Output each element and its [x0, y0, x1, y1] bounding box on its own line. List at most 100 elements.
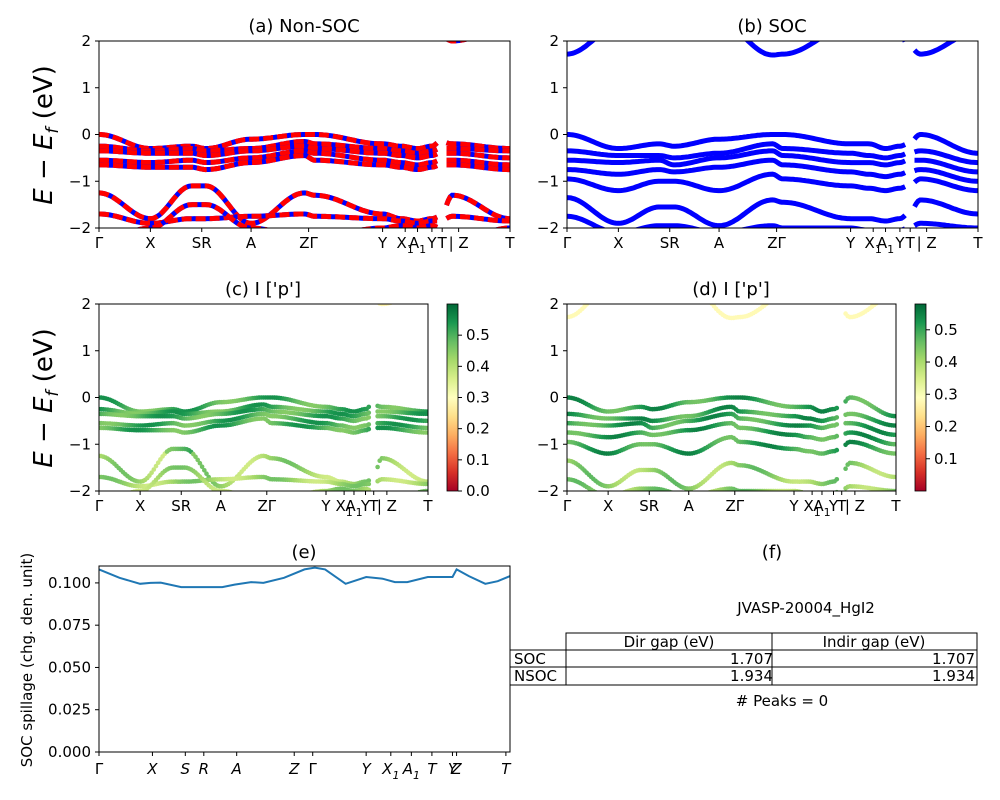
panel-c-ytick-label: −1 [69, 435, 91, 453]
d-pt-0-11 [589, 298, 594, 303]
panel-a-ytick-label: −2 [69, 219, 91, 237]
panel-b-ytick-label: 2 [549, 32, 559, 50]
panel-a-xtick-label: | Z [449, 234, 469, 252]
d-pt-6-127 [843, 466, 848, 472]
panel-c-xtick-label: | Z [377, 497, 397, 515]
table-row1-indir: 1.707 [932, 650, 975, 668]
table-row1-label: SOC [514, 650, 546, 668]
c-pt-8-143 [410, 492, 415, 497]
panel-b-ytick-label: 1 [549, 79, 559, 97]
panel-d-xtick-label: T [836, 497, 847, 515]
panel-e-spillage [98, 566, 511, 589]
panel-e-frame [98, 565, 511, 753]
panel-b-xtick-label: Γ [563, 234, 572, 252]
d-pt-7-60 [696, 493, 701, 498]
panel-e-xtick-label: Y [362, 760, 373, 778]
c-pt-2-123 [366, 410, 372, 416]
nonsoc-band-red-8 [135, 202, 510, 228]
colorbar-c-tick-label: 0.4 [466, 357, 490, 375]
panel-d-xtick-label: Y [828, 497, 839, 515]
panel-e-xtick-label: T [501, 760, 512, 778]
panel-b-ytick-label: −1 [537, 172, 559, 190]
d-pt-4-150 [893, 442, 896, 447]
panel-e-xtick-label: Y [448, 760, 459, 778]
panel-b-xtick-label: T [905, 234, 916, 252]
c-pt-8-12 [123, 493, 128, 498]
colorbar-c-tick-label: 0.0 [466, 482, 490, 500]
c-pt-0-135 [393, 299, 398, 304]
panel-d-title: (d) I ['p'] [692, 279, 770, 300]
panel-d-xtick-label: Y [788, 497, 799, 515]
c-pt-6-48 [202, 468, 207, 473]
c-pt-8-62 [233, 491, 238, 496]
panel-c-title: (c) I ['p'] [225, 279, 301, 300]
d-pt-7-119 [826, 491, 831, 496]
panel-e-xtick-label: Z [288, 760, 300, 778]
soc-band-1 [567, 132, 978, 156]
panel-c-xtick-label: Y [320, 497, 331, 515]
table-col2-header: Indir gap (eV) [823, 633, 926, 651]
panel-b-xtick-label: A [714, 234, 725, 252]
d-pt-0-141 [874, 304, 879, 306]
nonsoc-band-red-4 [99, 148, 510, 168]
c-pt-8-144 [413, 491, 418, 496]
d-pt-0-142 [877, 304, 880, 305]
soc-band-5 [567, 171, 978, 194]
colorbar-d-tick-label: 0.4 [934, 353, 958, 371]
table-footer: # Peaks = 0 [736, 692, 828, 710]
panel-d-xtick-label: A [684, 497, 695, 515]
c-pt-8-95 [305, 491, 310, 496]
c-pt-6-45 [195, 457, 200, 463]
colorbar-c-tick-label: 0.3 [466, 389, 490, 407]
panel-b-ytick-label: 0 [549, 126, 559, 144]
c-pt-6-26 [153, 463, 159, 469]
panel-c-xtick-label: Y [360, 497, 371, 515]
d-pt-7-120 [828, 491, 833, 496]
c-pt-3-123 [366, 415, 372, 420]
panel-c-ytick-label: 0 [81, 389, 91, 407]
panel-a-xtick-label: X [145, 234, 155, 252]
soc-band-3 [567, 148, 978, 175]
panel-e-xtick-label: S [181, 760, 191, 778]
panel-c-xtick-label: T [368, 497, 379, 515]
d-pt-7-24 [617, 492, 622, 497]
panel-c-ytick-label: −2 [69, 482, 91, 500]
panel-d-xtick-label: X [603, 497, 613, 515]
table-col1-header: Dir gap (eV) [624, 633, 715, 651]
colorbar-d-tick-label: 0.1 [934, 450, 958, 468]
c-pt-8-93 [301, 492, 306, 497]
panel-a-xtick-label: ZΓ [299, 234, 318, 252]
d-pt-7-115 [817, 491, 822, 496]
panel-b-xtick-label: SR [660, 234, 680, 252]
panel-d-xtick-label: Γ [563, 497, 572, 515]
panel-e-ytick-label: 0.100 [48, 574, 91, 592]
d-pt-7-61 [699, 492, 704, 497]
c-pt-8-63 [235, 492, 240, 497]
panel-c-bands [99, 299, 428, 498]
colorbar-d-tick-label: 0.5 [934, 321, 958, 339]
panel-c-xtick-label: SR [171, 497, 191, 515]
c-pt-4-150 [425, 425, 428, 431]
panel-e-xtick-label: X [146, 760, 158, 778]
colorbar-c-tick-label: 0.5 [466, 326, 490, 344]
panel-a-xtick-label: T [437, 234, 448, 252]
panel-e-xtick-label: Γ [95, 760, 104, 778]
d-pt-2-150 [893, 423, 896, 428]
c-pt-8-64 [237, 492, 242, 497]
panel-a-ytick-label: −1 [69, 172, 91, 190]
c-pt-6-47 [199, 464, 205, 470]
colorbar-c-tick-label: 0.1 [466, 451, 490, 469]
d-pt-5-123 [834, 447, 840, 453]
table-row2-dir: 1.934 [730, 667, 773, 685]
panel-d-ytick-label: 1 [549, 342, 559, 360]
d-pt-7-49 [672, 491, 677, 496]
panel-f-title: (f) [762, 542, 782, 563]
c-pt-7-150 [425, 481, 428, 487]
panel-a-title: (a) Non-SOC [248, 16, 359, 37]
d-pt-7-59 [694, 493, 699, 498]
panel-b-xtick-label: ZΓ [767, 234, 786, 252]
panel-e-ytick-label: 0.000 [48, 743, 91, 761]
c-pt-8-123 [366, 487, 372, 491]
soc-band-4 [567, 157, 978, 184]
